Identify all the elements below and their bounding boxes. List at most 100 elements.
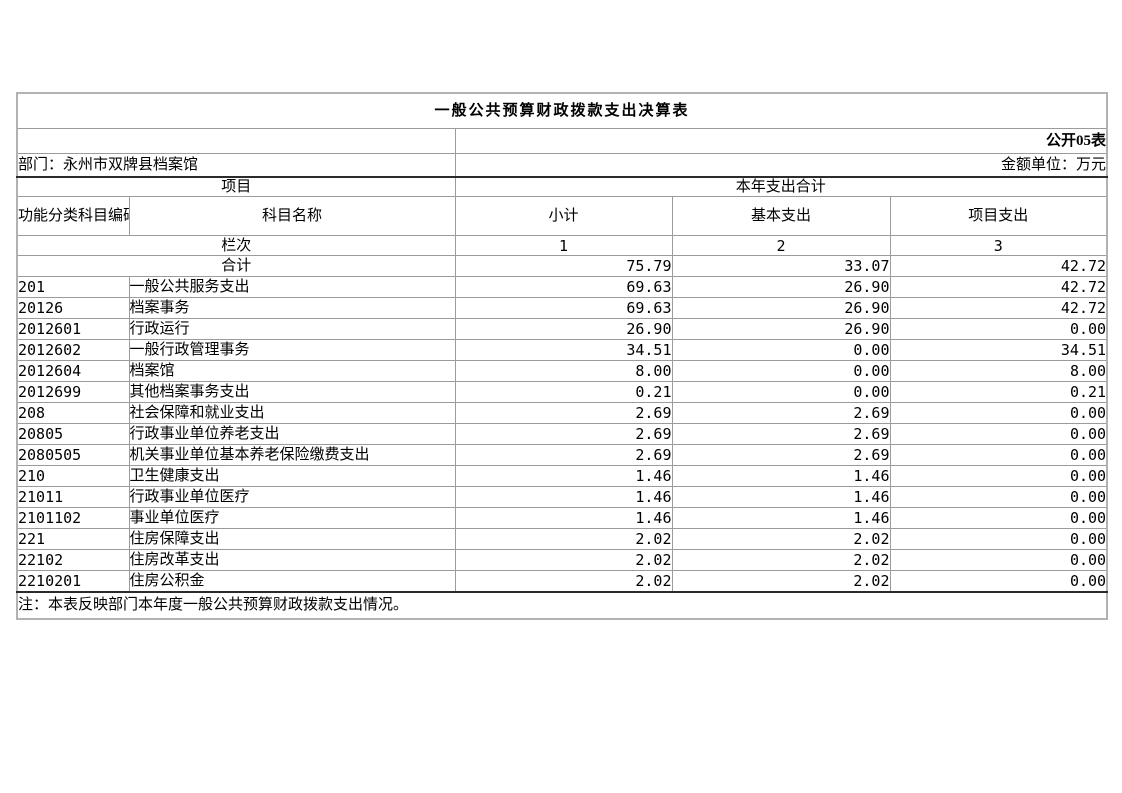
cell-code: 2012699 <box>16 381 130 403</box>
cell-name: 行政事业单位养老支出 <box>128 423 456 445</box>
cell-code: 2012604 <box>16 360 130 382</box>
cell-code: 21011 <box>16 486 130 508</box>
cell-subtotal: 2.69 <box>454 444 673 466</box>
cell-name: 一般公共服务支出 <box>128 276 456 298</box>
table-row: 2210201 住房公积金 2.02 2.02 0.00 <box>16 570 1108 592</box>
note-row: 注：本表反映部门本年度一般公共预算财政拨款支出情况。 <box>16 590 1108 619</box>
header-subject-name: 科目名称 <box>128 196 456 236</box>
cell-basic: 1.46 <box>671 486 891 508</box>
cell-code: 2012601 <box>16 318 130 340</box>
cell-subtotal: 2.69 <box>454 402 673 424</box>
column-index-2: 2 <box>671 235 891 256</box>
cell-code: 20126 <box>16 297 130 319</box>
column-index-label: 栏次 <box>16 235 456 256</box>
column-index-1: 1 <box>454 235 673 256</box>
cell-code: 20805 <box>16 423 130 445</box>
department-label: 部门：永州市双牌县档案馆 <box>16 152 456 178</box>
cell-basic: 1.46 <box>671 465 891 487</box>
cell-basic: 26.90 <box>671 297 891 319</box>
cell-basic: 0.00 <box>671 339 891 361</box>
cell-project: 0.00 <box>889 528 1108 550</box>
cell-name: 档案馆 <box>128 360 456 382</box>
cell-subtotal: 2.02 <box>454 570 673 592</box>
table-row: 2012601 行政运行 26.90 26.90 0.00 <box>16 318 1108 340</box>
header-year-total: 本年支出合计 <box>454 176 1108 197</box>
cell-basic: 26.90 <box>671 276 891 298</box>
header-subtotal: 小计 <box>454 196 673 236</box>
cell-project: 42.72 <box>889 255 1108 277</box>
cell-basic: 2.69 <box>671 444 891 466</box>
cell-project: 0.00 <box>889 486 1108 508</box>
cell-subtotal: 69.63 <box>454 297 673 319</box>
cell-basic: 2.69 <box>671 402 891 424</box>
cell-project: 0.00 <box>889 318 1108 340</box>
table-number-row: 公开05表 <box>16 127 1108 154</box>
cell-subtotal: 1.46 <box>454 507 673 529</box>
cell-project: 0.21 <box>889 381 1108 403</box>
header-func-code: 功能分类科目编码 <box>16 196 130 236</box>
cell-name: 行政运行 <box>128 318 456 340</box>
cell-subtotal: 34.51 <box>454 339 673 361</box>
column-index-3: 3 <box>889 235 1108 256</box>
cell-project: 0.00 <box>889 423 1108 445</box>
cell-name: 卫生健康支出 <box>128 465 456 487</box>
page-title: 一般公共预算财政拨款支出决算表 <box>16 92 1108 129</box>
cell-code: 22102 <box>16 549 130 571</box>
cell-code: 208 <box>16 402 130 424</box>
cell-name: 住房保障支出 <box>128 528 456 550</box>
cell-subtotal: 1.46 <box>454 465 673 487</box>
header-columns-row: 功能分类科目编码 科目名称 小计 基本支出 项目支出 <box>16 196 1108 236</box>
table-row: 2101102 事业单位医疗 1.46 1.46 0.00 <box>16 507 1108 529</box>
blank-cell <box>16 127 456 154</box>
title-row: 一般公共预算财政拨款支出决算表 <box>16 92 1108 129</box>
cell-code: 210 <box>16 465 130 487</box>
table-row: 21011 行政事业单位医疗 1.46 1.46 0.00 <box>16 486 1108 508</box>
cell-code: 2101102 <box>16 507 130 529</box>
cell-subtotal: 69.63 <box>454 276 673 298</box>
budget-table: 一般公共预算财政拨款支出决算表 公开05表 部门：永州市双牌县档案馆 金额单位：… <box>16 92 1109 620</box>
cell-subtotal: 26.90 <box>454 318 673 340</box>
cell-code: 2012602 <box>16 339 130 361</box>
cell-project: 42.72 <box>889 297 1108 319</box>
header-basic-expenditure: 基本支出 <box>671 196 891 236</box>
note-text: 注：本表反映部门本年度一般公共预算财政拨款支出情况。 <box>16 590 1108 619</box>
department-row: 部门：永州市双牌县档案馆 金额单位：万元 <box>16 152 1108 178</box>
cell-subtotal: 8.00 <box>454 360 673 382</box>
table-row: 2012699 其他档案事务支出 0.21 0.00 0.21 <box>16 381 1108 403</box>
cell-code: 2080505 <box>16 444 130 466</box>
cell-basic: 0.00 <box>671 381 891 403</box>
cell-name: 机关事业单位基本养老保险缴费支出 <box>128 444 456 466</box>
table-row: 2080505 机关事业单位基本养老保险缴费支出 2.69 2.69 0.00 <box>16 444 1108 466</box>
cell-subtotal: 2.69 <box>454 423 673 445</box>
table-row: 210 卫生健康支出 1.46 1.46 0.00 <box>16 465 1108 487</box>
cell-name: 行政事业单位医疗 <box>128 486 456 508</box>
cell-subtotal: 2.02 <box>454 528 673 550</box>
table-row: 20126 档案事务 69.63 26.90 42.72 <box>16 297 1108 319</box>
header-project-expenditure: 项目支出 <box>889 196 1108 236</box>
cell-name: 社会保障和就业支出 <box>128 402 456 424</box>
cell-basic: 2.02 <box>671 549 891 571</box>
cell-subtotal: 2.02 <box>454 549 673 571</box>
table-row: 208 社会保障和就业支出 2.69 2.69 0.00 <box>16 402 1108 424</box>
cell-basic: 2.02 <box>671 528 891 550</box>
header-project: 项目 <box>16 176 456 197</box>
cell-name: 档案事务 <box>128 297 456 319</box>
total-row: 合计 75.79 33.07 42.72 <box>16 255 1108 277</box>
cell-basic: 2.02 <box>671 570 891 592</box>
cell-subtotal: 1.46 <box>454 486 673 508</box>
cell-project: 8.00 <box>889 360 1108 382</box>
cell-project: 0.00 <box>889 507 1108 529</box>
cell-project: 0.00 <box>889 444 1108 466</box>
table-row: 22102 住房改革支出 2.02 2.02 0.00 <box>16 549 1108 571</box>
cell-code: 201 <box>16 276 130 298</box>
cell-project: 0.00 <box>889 402 1108 424</box>
cell-basic: 26.90 <box>671 318 891 340</box>
cell-basic: 1.46 <box>671 507 891 529</box>
table-row: 201 一般公共服务支出 69.63 26.90 42.72 <box>16 276 1108 298</box>
cell-project: 34.51 <box>889 339 1108 361</box>
cell-project: 0.00 <box>889 549 1108 571</box>
cell-project: 0.00 <box>889 465 1108 487</box>
cell-basic: 0.00 <box>671 360 891 382</box>
column-index-row: 栏次 1 2 3 <box>16 235 1108 256</box>
